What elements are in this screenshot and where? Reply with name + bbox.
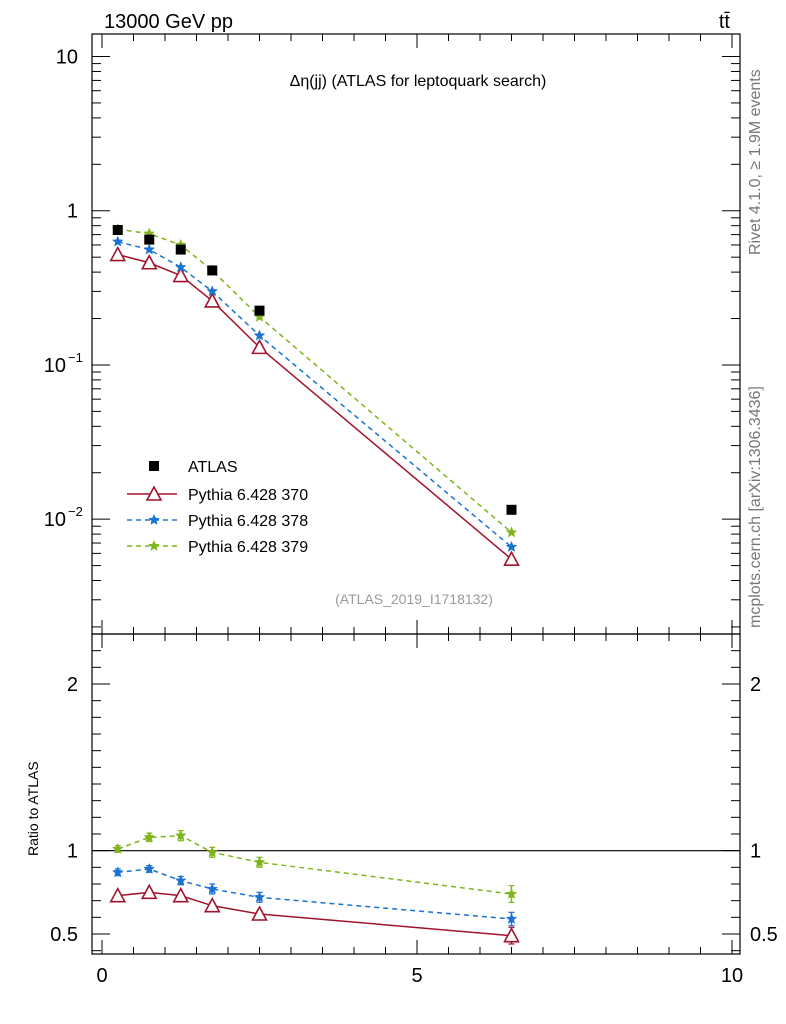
series-point [109,245,127,262]
ratio-point [174,874,187,886]
ratio-point [206,846,219,858]
rivet-label: Rivet 4.1.0, ≥ 1.9M events [747,69,764,255]
ratio-plot-frame [91,633,741,955]
x-tick-label: 0 [96,965,107,987]
ratio-point [140,883,158,900]
series-point [503,550,520,566]
y-tick-label: 10 [44,509,66,531]
ratio-point [174,829,187,841]
series-point [203,292,221,308]
legend-item-mc-1: Pythia 6.428 370 [127,485,308,504]
process-label: tt̄ [719,11,731,33]
ratio-ylabel: Ratio to ATLAS [25,761,41,856]
y-tick-label: 10 [56,47,78,69]
data-point [254,305,265,316]
data-point [207,265,218,276]
ratio-point [206,882,219,894]
ratio-point [109,886,127,903]
x-tick-label: 5 [411,965,422,987]
legend-item-data: ATLAS [149,459,238,476]
y-tick-label: 1 [67,201,78,223]
legend-marker [148,539,160,551]
ratio-point [111,866,124,878]
ratio-tick-label-right: 2 [750,674,761,696]
series-line [117,253,512,560]
ratio-tick-label: 0.5 [50,924,78,946]
legend-item-mc-3: Pythia 6.428 379 [127,539,308,556]
ratio-tick-label-right: 0.5 [750,924,778,946]
legend-marker [149,461,159,471]
legend-label: ATLAS [188,459,238,476]
plot-title: Δη(jj) (ATLAS for leptoquark search) [290,73,547,90]
mc-series-2 [111,235,518,552]
ratio-series-2 [111,862,518,927]
legend-label: Pythia 6.428 370 [188,487,308,504]
ratio-line [117,891,512,937]
mc-series-1 [109,245,520,566]
data-point [144,234,155,245]
series-line [117,228,512,534]
collision-label: 13000 GeV pp [104,11,233,33]
data-point [112,225,123,236]
series-layer [109,222,520,945]
y-tick-exponent: −1 [68,350,83,365]
ratio-line [117,868,512,920]
data-point [506,504,517,515]
series-point [111,235,124,247]
x-tick-label: 10 [721,965,743,987]
ratio-tick-label: 2 [67,674,78,696]
mc-series-3 [111,222,518,538]
series-point [251,338,268,355]
series-point [505,526,518,538]
ratio-point [172,886,190,903]
ratio-point [203,896,221,913]
ratio-point [143,831,156,843]
ratio-tick-label-right: 1 [750,841,761,863]
series-line [117,240,512,548]
data-point [175,244,186,255]
series-point [174,261,187,273]
legend-label: Pythia 6.428 379 [188,539,308,556]
ratio-line [117,834,512,895]
series-point [140,254,158,270]
ratio-point [253,856,266,868]
mcplots-label: mcplots.cern.ch [arXiv:1306.3436] [747,386,764,628]
ratio-point [111,842,124,854]
legend-marker [145,485,163,501]
legend: ATLAS Pythia 6.428 370 Pythia 6.428 378 Pyt… [127,459,308,556]
data-series [112,225,517,515]
ratio-tick-label: 1 [67,841,78,863]
legend-item-mc-2: Pythia 6.428 378 [127,513,308,530]
series-point [253,329,266,341]
analysis-reference: (ATLAS_2019_I1718132) [335,591,493,607]
ratio-point [253,891,266,903]
y-tick-label: 10 [44,355,66,377]
series-point [206,285,219,297]
ratio-series-1 [109,883,520,945]
series-point [505,540,518,552]
ratio-point [505,912,518,924]
legend-marker [148,513,160,525]
ratio-point [505,887,518,899]
ratio-point [503,926,520,943]
legend-label: Pythia 6.428 378 [188,513,308,530]
series-point [172,266,190,283]
ratio-point [251,905,268,921]
ratio-series-3 [111,829,518,903]
series-point [143,243,156,255]
ratio-point [143,862,156,874]
y-tick-exponent: −2 [68,504,83,519]
